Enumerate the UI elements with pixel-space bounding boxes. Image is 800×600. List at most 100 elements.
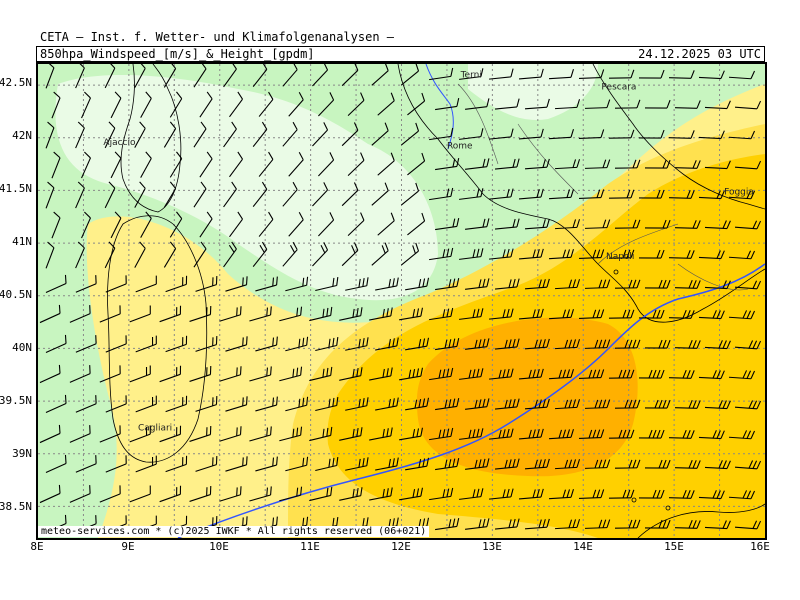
wind-barb bbox=[405, 337, 430, 351]
wind-barb bbox=[728, 370, 756, 380]
wind-barb bbox=[704, 340, 731, 350]
wind-barb bbox=[51, 151, 61, 179]
island-ustica bbox=[631, 497, 637, 503]
wind-barb bbox=[399, 367, 424, 381]
wind-barb bbox=[728, 130, 756, 140]
wind-barb bbox=[69, 365, 91, 383]
wind-barb bbox=[459, 188, 484, 200]
wind-barb bbox=[584, 159, 611, 169]
wind-barb bbox=[674, 100, 701, 109]
wind-barb bbox=[734, 460, 762, 470]
wind-barb bbox=[159, 305, 182, 323]
wind-barb bbox=[704, 220, 731, 230]
wind-barb bbox=[698, 250, 725, 260]
wind-barb bbox=[399, 487, 424, 501]
wind-barb bbox=[614, 339, 641, 349]
wind-barb bbox=[165, 335, 188, 353]
lat-label: 39.5N bbox=[0, 394, 32, 407]
wind-barb bbox=[317, 92, 335, 117]
wind-barb bbox=[489, 308, 514, 320]
wind-barb bbox=[704, 160, 731, 170]
wind-barb bbox=[494, 458, 520, 470]
wind-barb bbox=[169, 211, 183, 238]
wind-barb bbox=[165, 455, 188, 473]
wind-barb bbox=[129, 305, 151, 323]
wind-barb bbox=[99, 485, 121, 503]
wind-barb bbox=[734, 220, 762, 230]
wind-barb bbox=[195, 276, 218, 292]
island-stromboli bbox=[665, 505, 671, 511]
wind-barb bbox=[229, 151, 243, 178]
wind-barb bbox=[435, 277, 460, 291]
wind-barb bbox=[429, 487, 454, 501]
wind-barb bbox=[285, 276, 309, 292]
wind-barb bbox=[614, 219, 641, 229]
wind-barb bbox=[584, 399, 611, 409]
wind-barb bbox=[405, 277, 430, 291]
wind-barb bbox=[668, 429, 695, 439]
subtitle-bar: 850hpa_Windspeed_[m/s]_&_Height_[gpdm] 2… bbox=[36, 46, 765, 62]
wind-barb bbox=[134, 121, 146, 148]
wind-barb bbox=[644, 279, 671, 289]
wind-barb bbox=[698, 310, 725, 320]
wind-barb bbox=[249, 306, 272, 322]
wind-barb bbox=[255, 276, 278, 292]
wind-barb bbox=[668, 489, 695, 499]
wind-barb bbox=[638, 309, 665, 319]
map-area[interactable]: Terni Pescara Ajaccio Rome Foggia Napoli Cagli… bbox=[36, 62, 767, 540]
wind-barb bbox=[225, 396, 248, 412]
wind-barb bbox=[229, 91, 243, 118]
wind-barb bbox=[105, 335, 127, 353]
wind-barb bbox=[345, 277, 369, 291]
wind-barb bbox=[199, 151, 213, 178]
wind-barb bbox=[405, 397, 430, 411]
wind-barb bbox=[578, 129, 605, 139]
wind-barb bbox=[435, 397, 460, 411]
wind-barb bbox=[668, 250, 695, 259]
island-capri bbox=[613, 269, 619, 275]
wind-barb bbox=[524, 98, 550, 110]
wind-barb bbox=[734, 400, 762, 410]
wind-barb bbox=[51, 211, 61, 239]
wind-barb bbox=[674, 220, 701, 229]
wind-barb bbox=[554, 519, 581, 530]
lon-label: 14E bbox=[573, 540, 593, 553]
wind-barb bbox=[223, 121, 237, 148]
wind-barb bbox=[668, 369, 695, 379]
wind-barb bbox=[279, 306, 303, 322]
city-labels: Terni Pescara Ajaccio Rome Foggia Napoli Cagli… bbox=[103, 71, 753, 434]
wind-barb bbox=[75, 395, 97, 413]
wind-barb bbox=[489, 428, 514, 440]
wind-barb bbox=[341, 182, 359, 207]
wind-barb bbox=[341, 242, 359, 267]
wind-barb bbox=[369, 487, 393, 501]
wind-barb bbox=[317, 152, 335, 177]
wind-barb bbox=[548, 189, 575, 200]
wind-barb bbox=[225, 276, 248, 292]
lon-label: 9E bbox=[121, 540, 135, 553]
wind-barb bbox=[614, 159, 641, 169]
wind-barb bbox=[489, 128, 514, 140]
wind-barb bbox=[252, 64, 268, 87]
wind-barb bbox=[110, 151, 122, 179]
wind-barb bbox=[195, 456, 218, 472]
wind-barb bbox=[578, 249, 605, 259]
wind-barb bbox=[608, 369, 635, 379]
wind-barb bbox=[608, 429, 635, 439]
wind-barb bbox=[163, 241, 177, 268]
wind-barb bbox=[285, 396, 309, 412]
wind-barb bbox=[734, 160, 762, 170]
wind-barb bbox=[668, 70, 695, 79]
wind-barb bbox=[165, 275, 188, 293]
wind-barb bbox=[309, 306, 333, 322]
wind-barb bbox=[163, 181, 177, 208]
wind-barb bbox=[135, 335, 157, 353]
wind-barb bbox=[578, 429, 605, 439]
wind-barb bbox=[494, 98, 520, 110]
wind-barb bbox=[193, 64, 207, 88]
wind-barb bbox=[110, 211, 122, 239]
wind-barb bbox=[704, 400, 731, 410]
city-label-pescara: Pescara bbox=[601, 82, 636, 92]
wind-barb bbox=[219, 426, 242, 442]
field-orange bbox=[416, 317, 638, 477]
